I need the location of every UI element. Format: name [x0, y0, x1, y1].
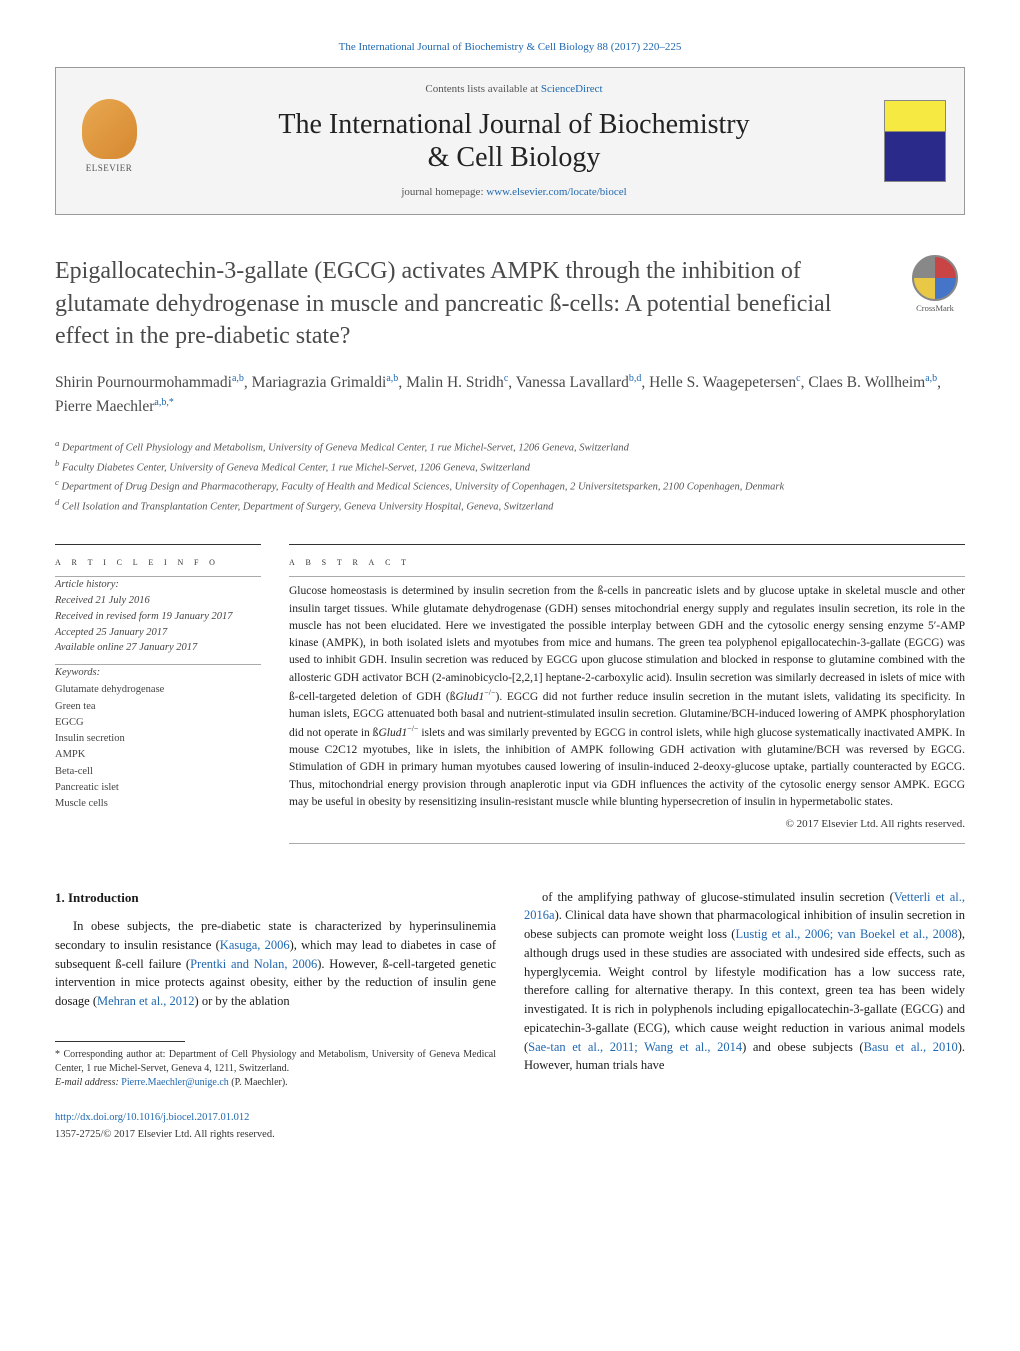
keyword-line: Glutamate dehydrogenase: [55, 682, 261, 698]
keyword-line: Muscle cells: [55, 796, 261, 812]
corresponding-author-footnote: * Corresponding author at: Department of…: [55, 1048, 496, 1090]
article-info-column: a r t i c l e i n f o Article history: R…: [55, 544, 261, 844]
history-line: Available online 27 January 2017: [55, 640, 261, 656]
crossmark-badge[interactable]: CrossMark: [905, 255, 965, 315]
crossmark-icon: [912, 255, 958, 301]
email-label: E-mail address:: [55, 1077, 121, 1088]
abstract-copyright: © 2017 Elsevier Ltd. All rights reserved…: [289, 817, 965, 832]
article-history: Article history: Received 21 July 2016Re…: [55, 577, 261, 656]
footnote-separator: [55, 1041, 185, 1042]
body-column-left: 1. Introduction In obese subjects, the p…: [55, 888, 496, 1143]
affiliation-line: c Department of Drug Design and Pharmaco…: [55, 476, 965, 496]
journal-homepage-link[interactable]: www.elsevier.com/locate/biocel: [486, 186, 626, 198]
homepage-prefix: journal homepage:: [401, 186, 486, 198]
journal-name-line2: & Cell Biology: [428, 142, 601, 173]
intro-para-right: of the amplifying pathway of glucose-sti…: [524, 888, 965, 1076]
article-title: Epigallocatechin-3-gallate (EGCG) activa…: [55, 255, 905, 352]
body-column-right: of the amplifying pathway of glucose-sti…: [524, 888, 965, 1143]
abstract-column: a b s t r a c t Glucose homeostasis is d…: [289, 544, 965, 844]
keywords-label: Keywords:: [55, 665, 261, 681]
history-line: Accepted 25 January 2017: [55, 625, 261, 641]
top-citation: The International Journal of Biochemistr…: [55, 40, 965, 55]
authors-list: Shirin Pournourmohammadia,b, Mariagrazia…: [55, 371, 965, 419]
keyword-line: EGCG: [55, 715, 261, 731]
journal-homepage-line: journal homepage: www.elsevier.com/locat…: [162, 185, 866, 200]
elsevier-label: ELSEVIER: [86, 162, 133, 175]
affiliation-line: a Department of Cell Physiology and Meta…: [55, 437, 965, 457]
contents-prefix: Contents lists available at: [425, 83, 540, 95]
history-label: Article history:: [55, 577, 261, 593]
history-line: Received 21 July 2016: [55, 593, 261, 609]
keyword-line: Green tea: [55, 699, 261, 715]
footnote-text: * Corresponding author at: Department of…: [55, 1048, 496, 1076]
keyword-line: Insulin secretion: [55, 731, 261, 747]
keyword-line: Beta-cell: [55, 764, 261, 780]
history-line: Received in revised form 19 January 2017: [55, 609, 261, 625]
issn-copyright: 1357-2725/© 2017 Elsevier Ltd. All right…: [55, 1127, 496, 1143]
keywords-block: Keywords: Glutamate dehydrogenaseGreen t…: [55, 665, 261, 812]
abstract-text: Glucose homeostasis is determined by ins…: [289, 583, 965, 811]
elsevier-logo: ELSEVIER: [74, 99, 144, 184]
journal-name: The International Journal of Biochemistr…: [162, 108, 866, 175]
affiliation-line: b Faculty Diabetes Center, University of…: [55, 457, 965, 477]
doi-link[interactable]: http://dx.doi.org/10.1016/j.biocel.2017.…: [55, 1112, 249, 1123]
doi-block: http://dx.doi.org/10.1016/j.biocel.2017.…: [55, 1110, 496, 1143]
email-suffix: (P. Maechler).: [229, 1077, 288, 1088]
keyword-line: Pancreatic islet: [55, 780, 261, 796]
article-info-heading: a r t i c l e i n f o: [55, 555, 261, 570]
keyword-line: AMPK: [55, 747, 261, 763]
contents-lists-line: Contents lists available at ScienceDirec…: [162, 82, 866, 97]
affiliation-line: d Cell Isolation and Transplantation Cen…: [55, 496, 965, 516]
corresponding-email-link[interactable]: Pierre.Maechler@unige.ch: [121, 1077, 229, 1088]
intro-para-left: In obese subjects, the pre-diabetic stat…: [55, 917, 496, 1011]
section-heading-intro: 1. Introduction: [55, 888, 496, 908]
abstract-heading: a b s t r a c t: [289, 555, 965, 570]
affiliations: a Department of Cell Physiology and Meta…: [55, 437, 965, 516]
journal-name-line1: The International Journal of Biochemistr…: [278, 109, 749, 140]
crossmark-label: CrossMark: [905, 303, 965, 315]
elsevier-tree-icon: [82, 99, 137, 159]
journal-header: ELSEVIER Contents lists available at Sci…: [55, 67, 965, 215]
journal-cover-thumbnail: [884, 100, 946, 182]
sciencedirect-link[interactable]: ScienceDirect: [541, 83, 603, 95]
